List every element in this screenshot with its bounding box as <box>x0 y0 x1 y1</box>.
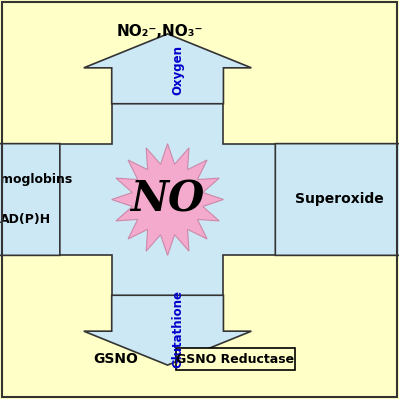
FancyArrow shape <box>0 116 60 283</box>
Text: AD(P)H: AD(P)H <box>0 213 51 226</box>
FancyArrow shape <box>84 34 251 104</box>
Text: GSNO: GSNO <box>93 352 138 366</box>
Text: NO₂⁻,NO₃⁻: NO₂⁻,NO₃⁻ <box>117 24 203 40</box>
Text: Oxygen: Oxygen <box>171 45 184 95</box>
Polygon shape <box>56 100 279 299</box>
Text: Glutathione: Glutathione <box>171 290 184 368</box>
Text: GSNO Reductase: GSNO Reductase <box>176 353 294 365</box>
FancyBboxPatch shape <box>176 348 295 370</box>
FancyArrow shape <box>275 116 399 283</box>
FancyArrow shape <box>84 295 251 365</box>
Polygon shape <box>112 144 223 255</box>
Text: moglobins: moglobins <box>0 173 72 186</box>
Text: NO: NO <box>130 178 205 221</box>
Text: Superoxide: Superoxide <box>295 192 383 207</box>
